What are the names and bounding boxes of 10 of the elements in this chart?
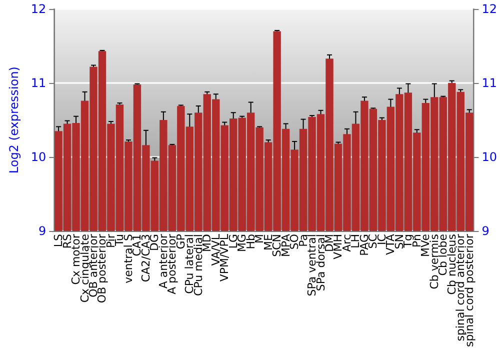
y-axis-title: Log2 (expression) — [7, 66, 21, 174]
y2-tick-label: 11 — [482, 76, 498, 90]
y2-tick-label: 9 — [482, 224, 490, 238]
y2-tick-label: 10 — [482, 150, 498, 164]
y2-tick-label: 12 — [482, 2, 498, 16]
x-tick-label: A posterior — [166, 234, 179, 294]
y-tick-label: 9 — [38, 224, 46, 238]
y-tick-label: 11 — [30, 76, 46, 90]
y-tick-label: 12 — [30, 2, 46, 16]
y-tick-label: 10 — [30, 150, 46, 164]
